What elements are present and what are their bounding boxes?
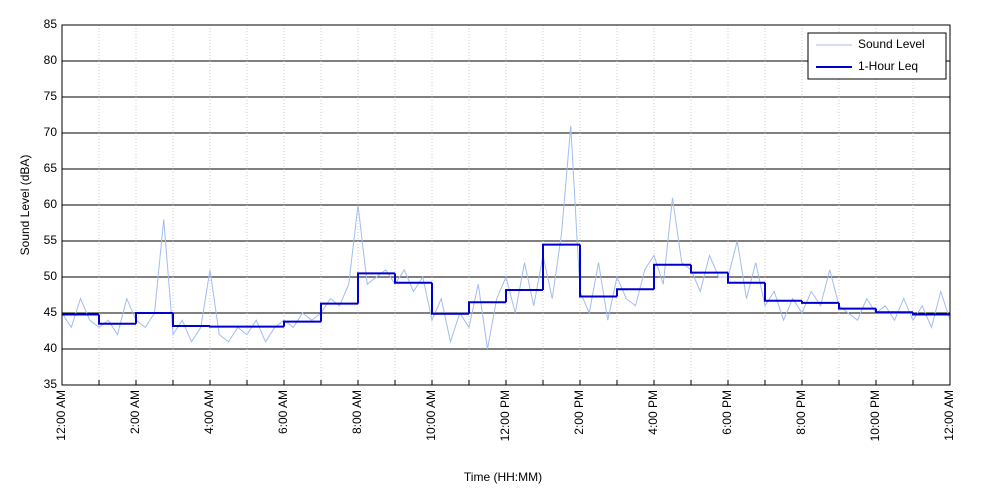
y-axis-label: Sound Level (dBA)	[18, 155, 32, 256]
leq-step	[98, 314, 136, 325]
y-tick-label: 85	[44, 17, 58, 31]
leq-step	[135, 312, 173, 324]
x-tick-label: 12:00 PM	[498, 390, 512, 441]
plot-border	[61, 24, 951, 386]
sound-level-line	[61, 125, 951, 350]
x-tick-label: 6:00 PM	[720, 390, 734, 435]
legend-box	[807, 32, 947, 80]
y-tick-label: 70	[44, 125, 58, 139]
leq-step	[912, 312, 950, 316]
y-tick-label: 50	[44, 269, 58, 283]
leq-step	[616, 288, 654, 297]
leq-step	[653, 263, 691, 290]
x-tick-label: 4:00 AM	[202, 390, 216, 434]
leq-step	[357, 272, 395, 304]
leq-step	[209, 325, 247, 328]
x-tick-label: 12:00 AM	[54, 390, 68, 441]
x-tick-label: 10:00 AM	[424, 390, 438, 441]
leq-step	[542, 243, 580, 290]
leq-step	[875, 308, 913, 314]
y-tick-label: 45	[44, 305, 58, 319]
legend-label: Sound Level	[858, 37, 925, 51]
x-tick-label: 2:00 AM	[128, 390, 142, 434]
leq-step	[320, 302, 358, 322]
leq-step	[838, 302, 876, 310]
leq-step	[283, 320, 321, 327]
y-tick-label: 65	[44, 161, 58, 175]
leq-step	[172, 313, 210, 327]
y-tick-label: 80	[44, 53, 58, 67]
y-tick-label: 35	[44, 377, 58, 391]
y-tick-label: 75	[44, 89, 58, 103]
leq-step	[468, 301, 506, 314]
x-tick-label: 4:00 PM	[646, 390, 660, 435]
x-tick-label: 6:00 AM	[276, 390, 290, 434]
leq-step	[801, 300, 839, 304]
y-tick-label: 55	[44, 233, 58, 247]
legend-label: 1-Hour Leq	[858, 59, 918, 73]
leq-step	[505, 288, 543, 303]
leq-step	[431, 282, 469, 315]
x-tick-label: 12:00 AM	[942, 390, 956, 441]
x-tick-label: 8:00 AM	[350, 390, 364, 434]
y-tick-label: 40	[44, 341, 58, 355]
x-tick-label: 2:00 PM	[572, 390, 586, 435]
leq-step	[690, 264, 728, 274]
x-tick-label: 8:00 PM	[794, 390, 808, 435]
x-tick-label: 10:00 PM	[868, 390, 882, 441]
leq-step	[764, 282, 802, 302]
y-tick-label: 60	[44, 197, 58, 211]
leq-step	[579, 244, 617, 298]
leq-step	[727, 272, 765, 284]
x-axis-label: Time (HH:MM)	[464, 470, 542, 484]
leq-step	[394, 273, 432, 284]
